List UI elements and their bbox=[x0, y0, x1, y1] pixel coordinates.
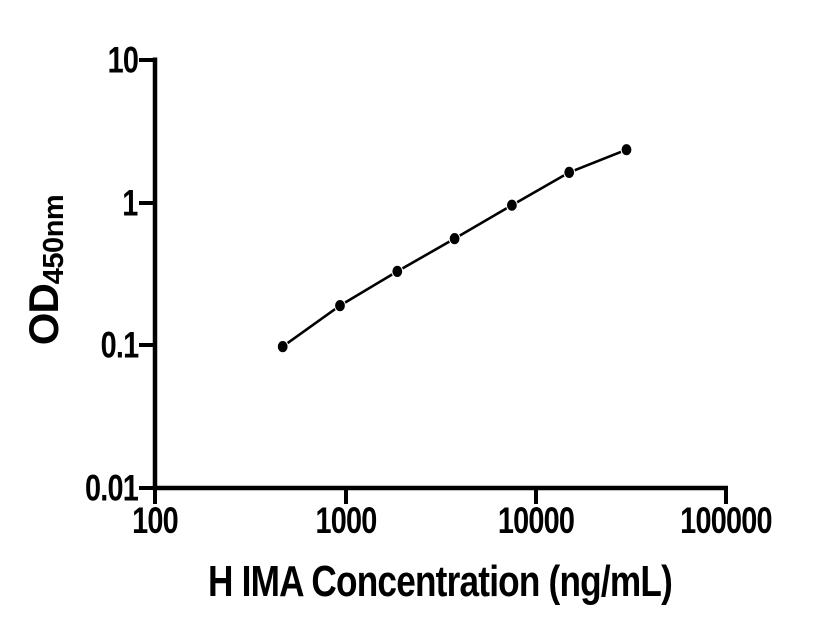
x-axis-title: H IMA Concentration (ng/mL) bbox=[208, 557, 673, 606]
y-axis-ticks bbox=[139, 58, 155, 490]
x-tick-label-10000: 10000 bbox=[497, 500, 575, 541]
data-point-1 bbox=[334, 299, 346, 313]
data-point-4 bbox=[506, 198, 518, 212]
y-axis-title-main: OD bbox=[20, 284, 67, 346]
y-axis-title-subscript: 450nm bbox=[38, 194, 71, 285]
y-tick-label-0.01: 0.01 bbox=[84, 467, 139, 509]
x-tick-label-100: 100 bbox=[132, 500, 179, 541]
data-point-0 bbox=[276, 340, 289, 354]
x-axis-ticks bbox=[153, 488, 728, 504]
standard-curve-line bbox=[281, 148, 627, 348]
data-point-2 bbox=[391, 264, 404, 278]
data-point-3 bbox=[448, 232, 461, 246]
data-series-layer bbox=[276, 143, 633, 354]
x-tick-label-100000: 100000 bbox=[680, 500, 772, 541]
x-tick-label-1000: 1000 bbox=[315, 500, 377, 541]
y-axis-title: OD450nm bbox=[20, 195, 70, 346]
data-point-6 bbox=[620, 143, 633, 157]
y-tick-label-1: 1 bbox=[122, 182, 139, 224]
y-tick-label-10: 10 bbox=[107, 39, 138, 81]
data-point-5 bbox=[563, 165, 576, 179]
y-tick-label-0.1: 0.1 bbox=[100, 324, 139, 366]
